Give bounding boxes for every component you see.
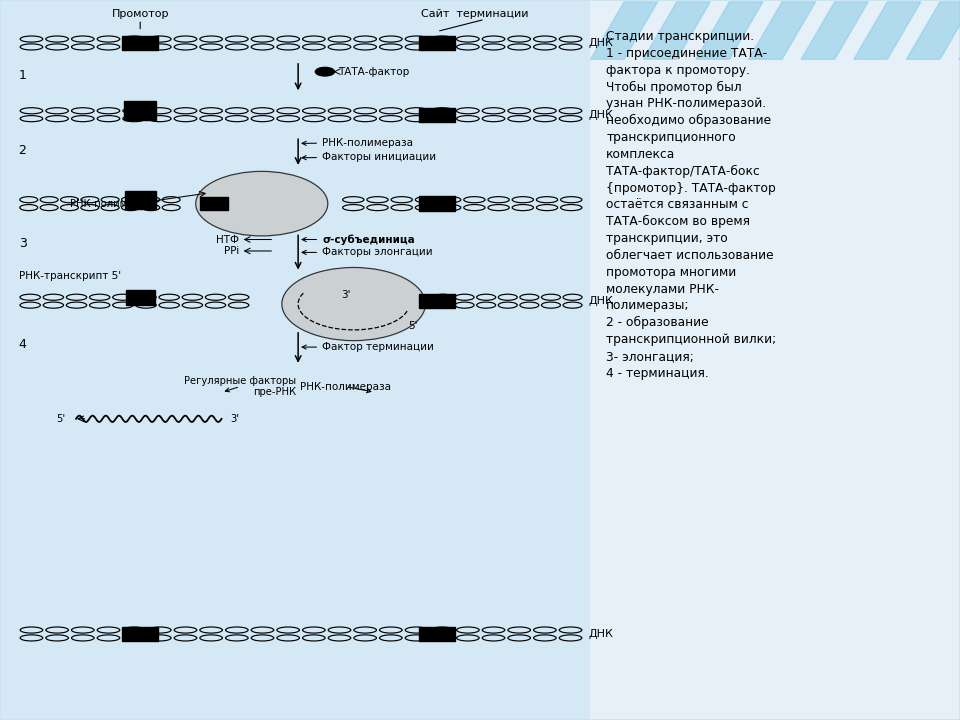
Bar	[124, 101, 156, 120]
Text: 5': 5'	[408, 320, 418, 330]
Text: Фактор терминации: Фактор терминации	[302, 342, 434, 352]
Ellipse shape	[196, 171, 327, 236]
Bar	[122, 627, 158, 641]
Text: ТАТА-фактор: ТАТА-фактор	[338, 67, 410, 76]
Text: 1: 1	[18, 69, 27, 82]
Text: ДНК: ДНК	[588, 629, 613, 639]
Text: PPi: PPi	[224, 246, 239, 256]
Text: ДНК: ДНК	[588, 38, 613, 48]
Bar	[419, 294, 455, 308]
Text: НТФ: НТФ	[216, 235, 239, 245]
Text: 2: 2	[18, 144, 27, 157]
Text: 4: 4	[18, 338, 27, 351]
Text: РНК-транскрипт 5': РНК-транскрипт 5'	[18, 271, 121, 281]
Text: РНК-полимераза: РНК-полимераза	[300, 382, 391, 392]
Text: Сайт  терминации: Сайт терминации	[421, 9, 529, 19]
Bar	[125, 192, 156, 209]
Ellipse shape	[315, 68, 334, 76]
Bar	[590, 1, 959, 719]
Text: 3': 3'	[230, 414, 239, 424]
Text: 5': 5'	[56, 414, 65, 424]
Bar	[419, 197, 455, 211]
Text: Факторы элонгации: Факторы элонгации	[302, 248, 433, 258]
Bar	[126, 290, 155, 305]
Text: 3': 3'	[341, 290, 350, 300]
Bar	[122, 36, 158, 50]
Bar	[419, 107, 455, 122]
Ellipse shape	[282, 267, 425, 341]
Text: Регулярные факторы
пре-РНК: Регулярные факторы пре-РНК	[184, 376, 297, 397]
Bar	[419, 627, 455, 641]
Text: Стадии транскрипции.
1 - присоединение ТАТА-
фактора к промотору.
Чтобы промотор: Стадии транскрипции. 1 - присоединение Т…	[607, 30, 777, 379]
Text: Факторы инициации: Факторы инициации	[302, 152, 436, 162]
Text: РНК-полимераза: РНК-полимераза	[70, 199, 157, 209]
Text: ДНК: ДНК	[588, 109, 613, 120]
Text: Промотор: Промотор	[111, 9, 169, 19]
Text: РНК-полимераза: РНК-полимераза	[302, 138, 413, 148]
Text: ДНК: ДНК	[588, 296, 613, 306]
Bar	[200, 197, 228, 210]
Text: 3: 3	[18, 238, 27, 251]
Text: σ-субъединица: σ-субъединица	[302, 234, 415, 245]
Bar	[419, 36, 455, 50]
